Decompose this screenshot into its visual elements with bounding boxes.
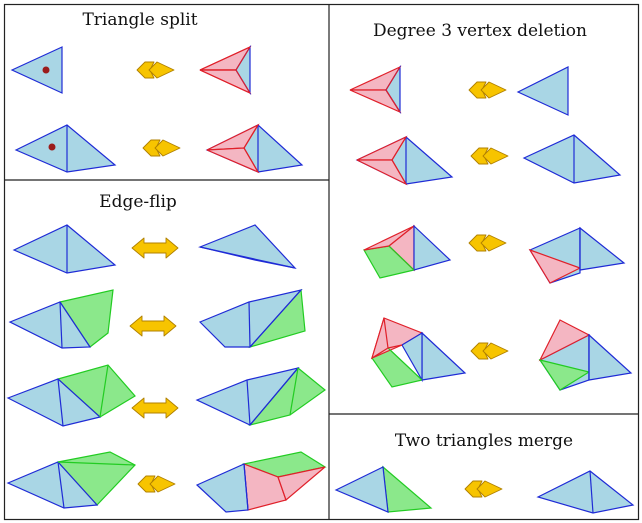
two-way-arrow-icon xyxy=(129,315,177,337)
edge-flip-panel: Edge-flip xyxy=(6,192,327,513)
flip-before-fan-to-red xyxy=(6,451,136,509)
one-way-arrow-icon xyxy=(468,234,507,252)
split-after-triangle xyxy=(199,44,252,96)
degree3-deletion-panel: Degree 3 vertex deletion xyxy=(349,21,633,391)
panel-borders xyxy=(3,3,640,521)
one-way-arrow-icon xyxy=(464,480,503,498)
deletion-after-quad xyxy=(522,134,622,184)
merge-after-quad xyxy=(536,470,635,514)
flip-after-strip xyxy=(198,288,306,349)
deletion-before-mixed xyxy=(363,224,452,279)
triangle-split-panel: Triangle split xyxy=(10,10,304,174)
deletion-before-triangle xyxy=(349,64,402,115)
deletion-after-fan xyxy=(538,319,633,391)
flip-before-fan xyxy=(6,364,136,427)
two-way-arrow-icon xyxy=(131,237,179,259)
deletion-after-triangle xyxy=(516,66,569,116)
split-after-quad xyxy=(205,123,304,174)
two-triangles-merge-title: Two triangles merge xyxy=(395,431,573,451)
flip-after-fan xyxy=(195,367,326,427)
flip-before-quad xyxy=(12,224,117,274)
split-before-triangle xyxy=(10,46,63,94)
split-before-quad xyxy=(14,124,117,173)
deletion-after-mixed xyxy=(528,226,626,284)
merge-before-quad xyxy=(334,465,433,513)
degree3-deletion-title: Degree 3 vertex deletion xyxy=(373,21,587,41)
deletion-before-fan xyxy=(370,317,467,388)
inserted-vertex-dot xyxy=(48,143,56,151)
one-way-arrow-icon xyxy=(136,61,175,79)
one-way-arrow-icon xyxy=(468,81,507,99)
one-way-arrow-icon xyxy=(142,139,181,157)
one-way-arrow-icon xyxy=(137,475,176,493)
two-triangles-merge-panel: Two triangles merge xyxy=(334,431,635,514)
flip-after-red xyxy=(195,451,327,513)
flip-before-strip xyxy=(8,289,114,349)
inserted-vertex-dot xyxy=(42,66,50,74)
one-way-arrow-icon xyxy=(470,342,509,360)
triangle-split-title: Triangle split xyxy=(82,10,197,30)
edge-flip-title: Edge-flip xyxy=(99,192,177,212)
two-way-arrow-icon xyxy=(131,397,179,419)
deletion-before-quad xyxy=(355,135,454,186)
one-way-arrow-icon xyxy=(470,147,509,165)
flip-after-quad xyxy=(198,224,297,269)
